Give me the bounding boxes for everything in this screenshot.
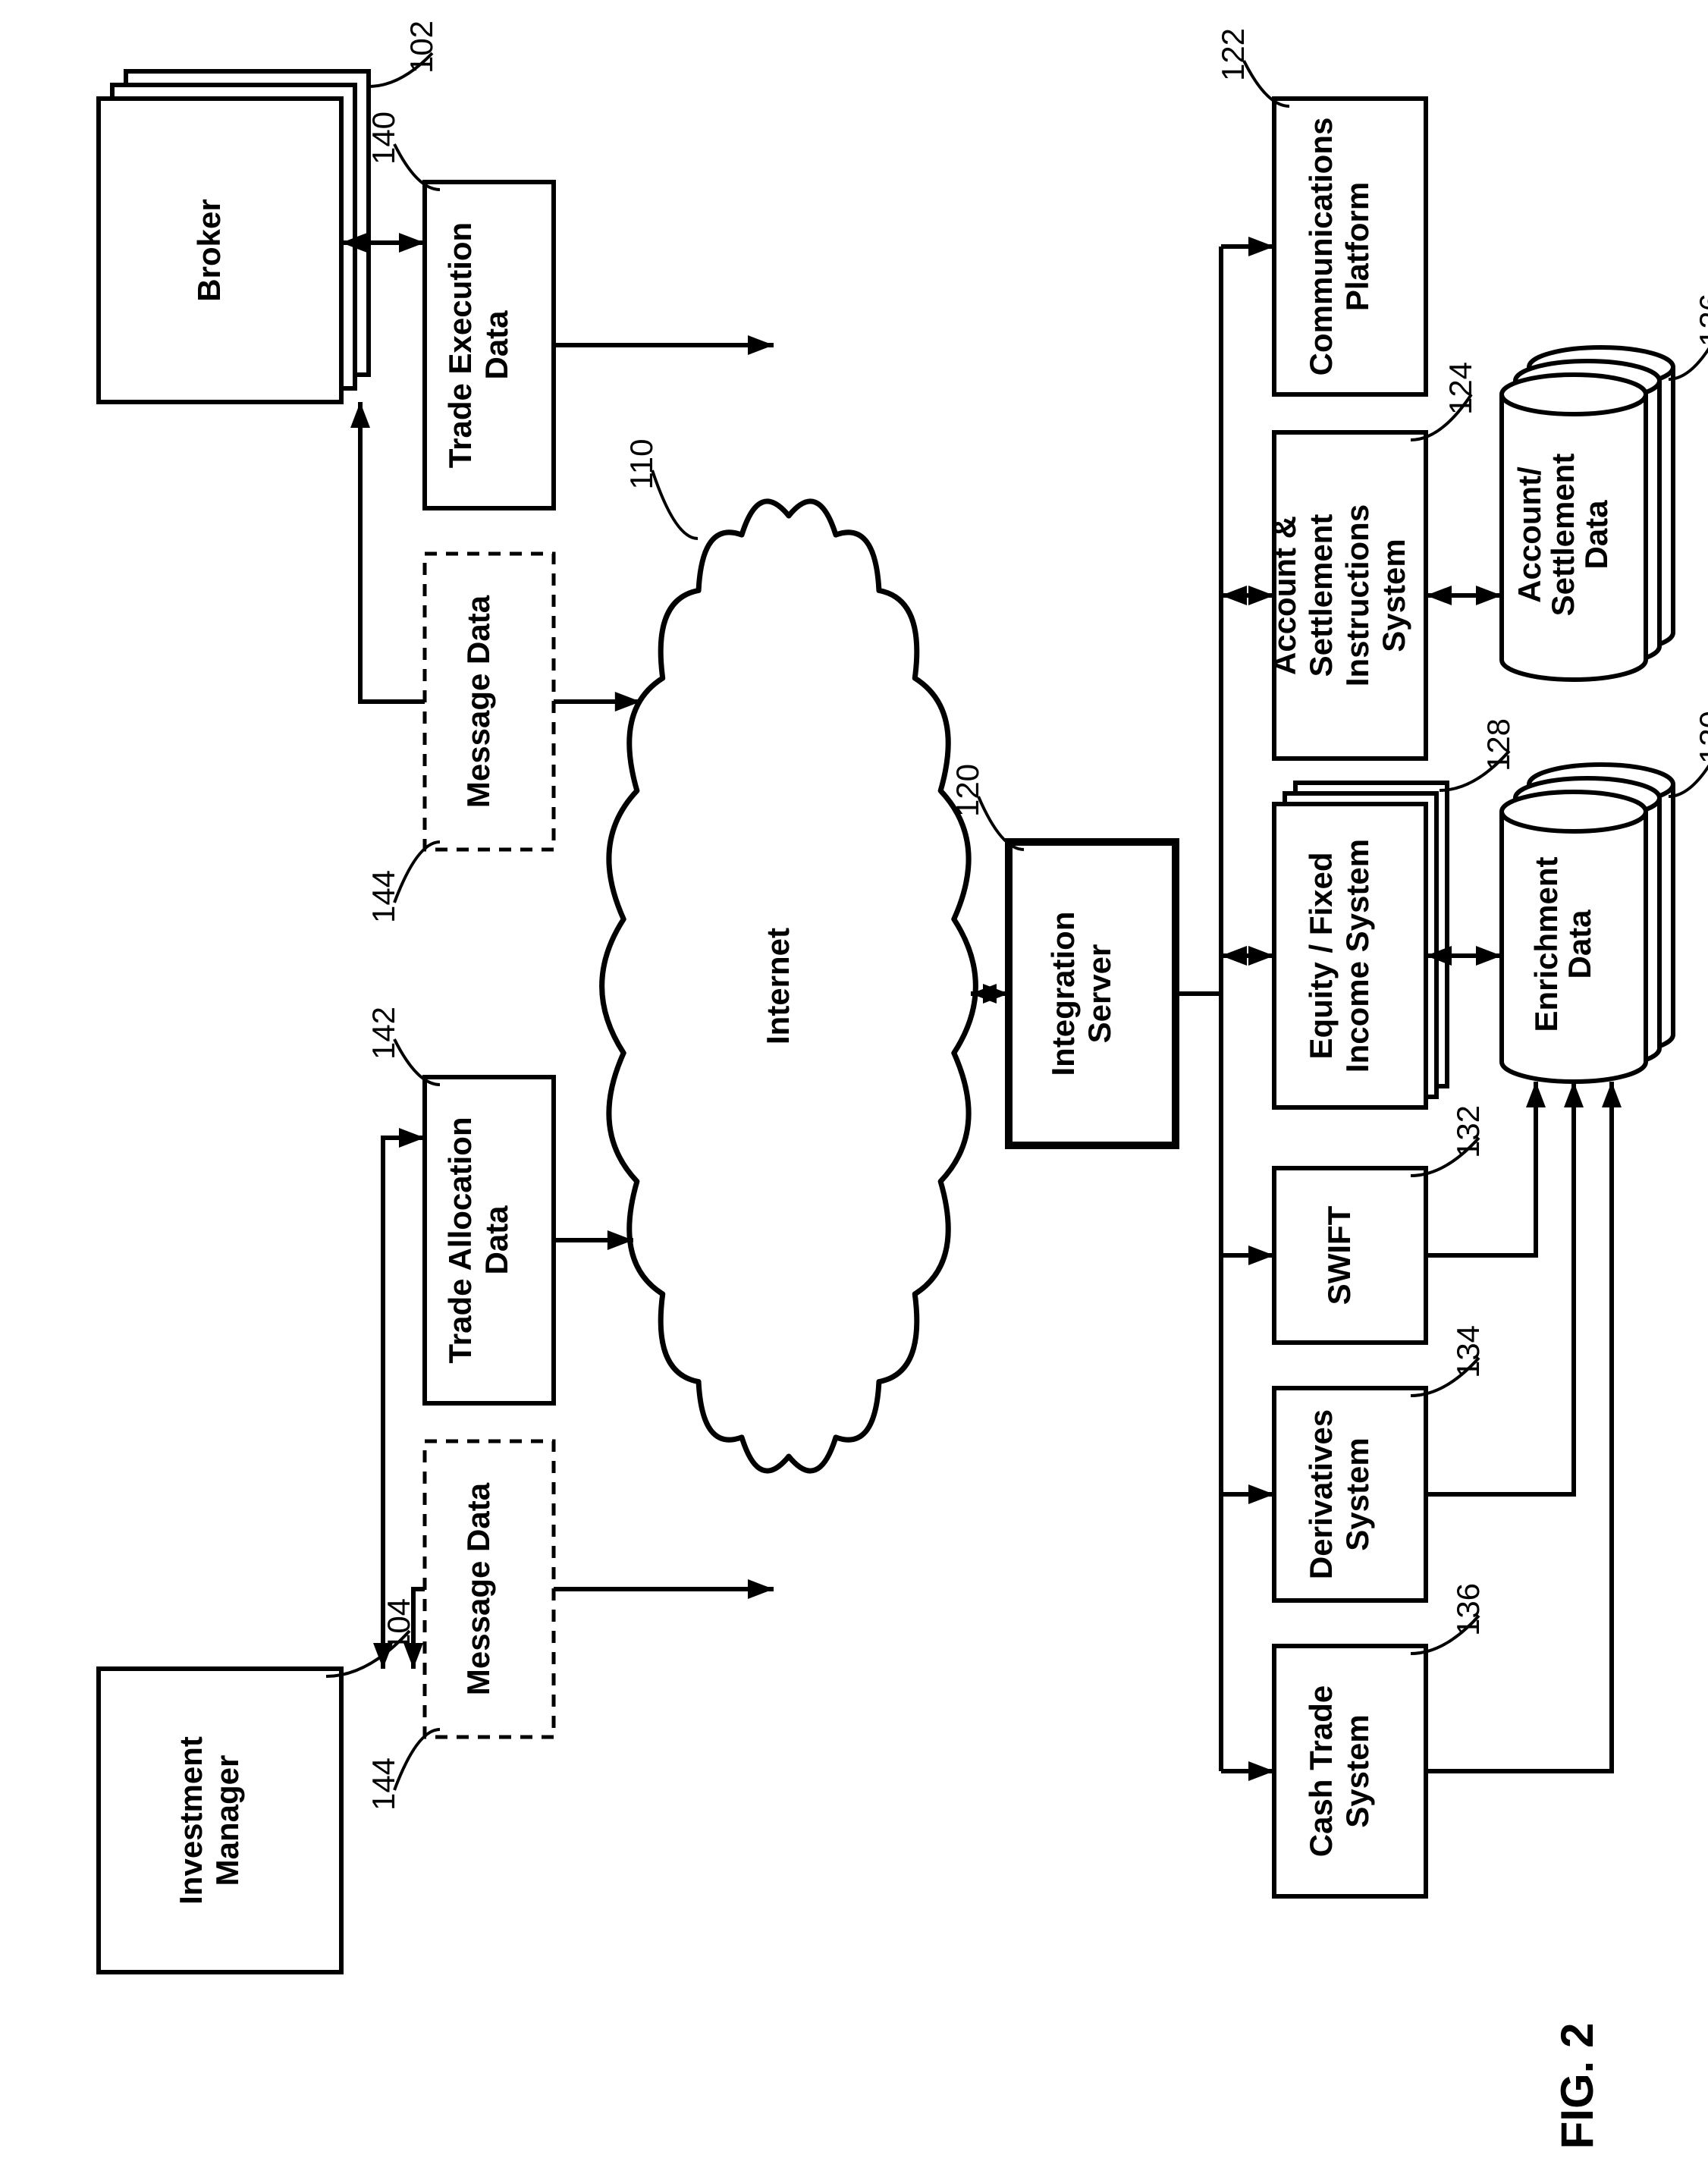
svg-text:Account/: Account/ <box>1512 466 1547 603</box>
svg-text:124: 124 <box>1443 362 1478 415</box>
svg-text:140: 140 <box>366 112 401 165</box>
figure-label: FIG. 2 <box>1552 2023 1603 2150</box>
svg-text:Message Data: Message Data <box>460 595 496 808</box>
svg-text:Integration: Integration <box>1045 912 1081 1076</box>
svg-text:130: 130 <box>1693 711 1708 764</box>
svg-text:144: 144 <box>366 870 401 923</box>
svg-text:System: System <box>1339 1437 1375 1550</box>
svg-text:Communications: Communications <box>1303 118 1339 376</box>
svg-text:Derivatives: Derivatives <box>1303 1409 1339 1579</box>
svg-text:Investment: Investment <box>173 1736 209 1905</box>
svg-text:Data: Data <box>479 310 514 380</box>
svg-text:Internet: Internet <box>760 928 796 1044</box>
svg-text:Cash Trade: Cash Trade <box>1303 1685 1339 1857</box>
svg-text:122: 122 <box>1215 28 1251 81</box>
svg-text:Server: Server <box>1082 944 1117 1044</box>
svg-text:104: 104 <box>381 1598 416 1651</box>
svg-text:Income System: Income System <box>1339 839 1375 1073</box>
svg-text:126: 126 <box>1693 294 1708 347</box>
svg-text:Instructions: Instructions <box>1339 504 1375 686</box>
svg-text:Data: Data <box>1562 909 1597 979</box>
svg-text:144: 144 <box>366 1758 401 1811</box>
svg-text:134: 134 <box>1450 1325 1486 1378</box>
svg-text:Data: Data <box>479 1205 514 1275</box>
svg-text:136: 136 <box>1450 1583 1486 1636</box>
svg-text:Equity / Fixed: Equity / Fixed <box>1303 852 1339 1059</box>
svg-text:142: 142 <box>366 1007 401 1060</box>
svg-text:Settlement: Settlement <box>1303 514 1339 677</box>
svg-text:128: 128 <box>1480 718 1516 771</box>
svg-text:Settlement: Settlement <box>1545 454 1581 617</box>
svg-text:Platform: Platform <box>1339 182 1375 311</box>
svg-text:110: 110 <box>623 439 659 490</box>
svg-text:Data: Data <box>1578 500 1614 570</box>
svg-text:Message Data: Message Data <box>460 1482 496 1695</box>
svg-text:Broker: Broker <box>191 199 227 301</box>
svg-text:Manager: Manager <box>209 1755 245 1886</box>
svg-text:102: 102 <box>403 20 439 74</box>
svg-text:120: 120 <box>950 764 985 817</box>
svg-text:Trade Allocation: Trade Allocation <box>442 1117 478 1363</box>
broker-box <box>99 71 369 402</box>
svg-text:Enrichment: Enrichment <box>1528 856 1564 1032</box>
svg-text:Trade Execution: Trade Execution <box>442 222 478 468</box>
diagram-canvas: Internet Broker InvestmentManager Trade Exe… <box>0 0 1708 2180</box>
svg-text:SWIFT: SWIFT <box>1321 1205 1357 1305</box>
svg-text:System: System <box>1376 539 1411 652</box>
svg-text:132: 132 <box>1450 1105 1486 1158</box>
svg-text:System: System <box>1339 1714 1375 1827</box>
